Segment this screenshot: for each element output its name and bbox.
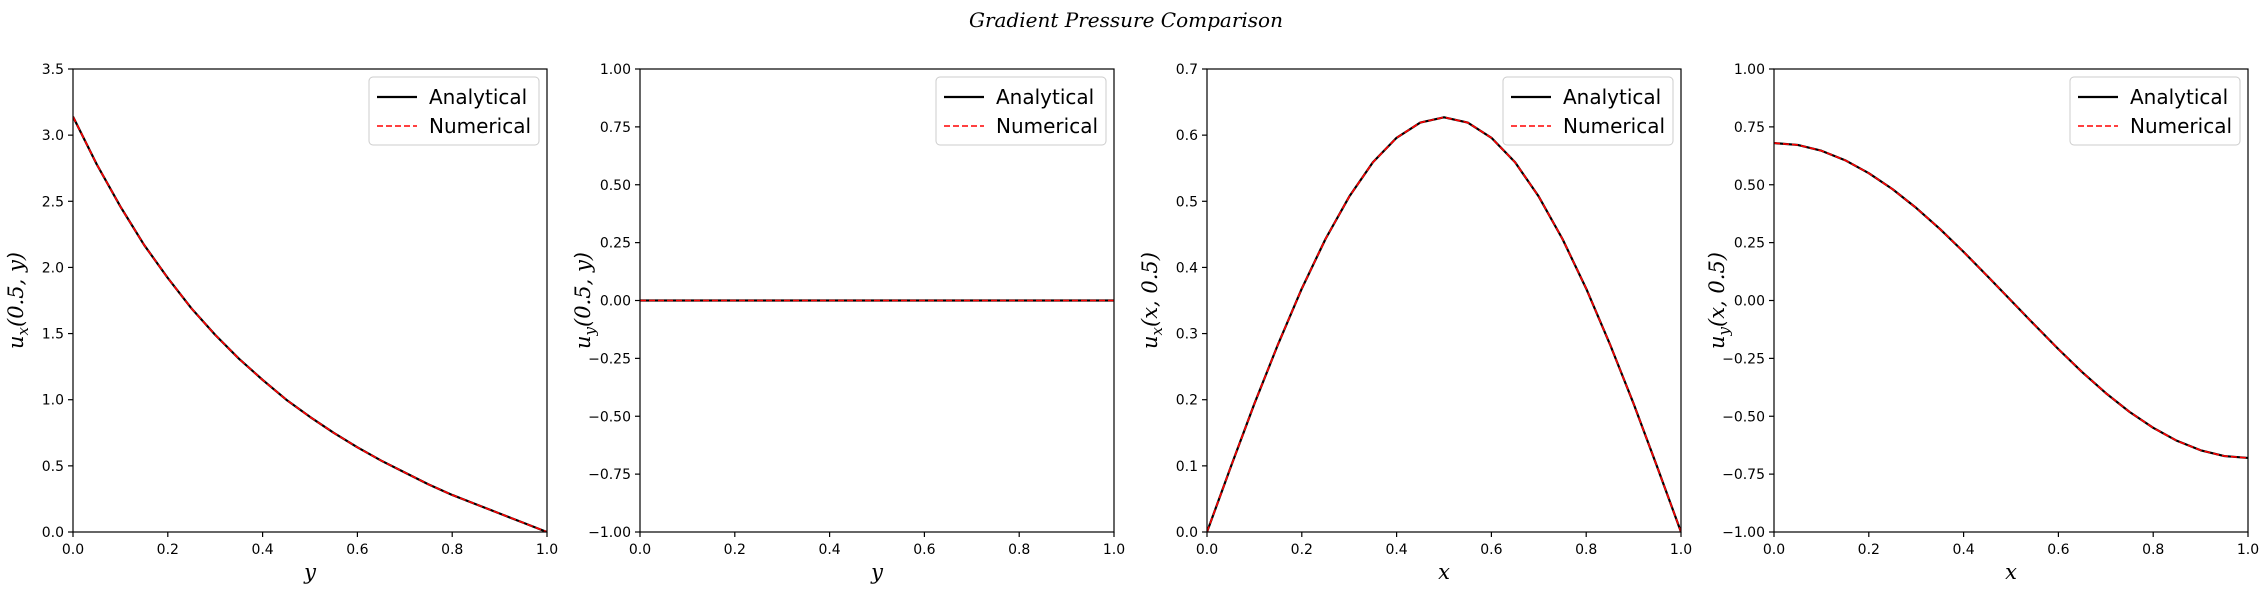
y-tick-label: 0.0	[42, 525, 64, 541]
y-tick-label: 0.00	[1734, 294, 1765, 310]
y-tick-label: −0.25	[1722, 351, 1765, 367]
legend-label-analytical: Analytical	[1563, 85, 1661, 109]
x-tick-label: 0.8	[441, 542, 463, 558]
legend: Analytical Numerical	[2069, 76, 2241, 146]
y-tick-label: 0.6	[1176, 128, 1198, 144]
y-tick-label: 0.5	[1176, 194, 1198, 210]
x-tick-label: 1.0	[2237, 542, 2259, 558]
y-tick-label: 0.5	[42, 459, 64, 475]
y-tick-label: −1.00	[1722, 525, 1765, 541]
chart-panel-4: 0.0 0.2 0.4 0.6 0.8 1.0 −1.00 −0.75 −0.50 −0.25 0.…	[1705, 62, 2259, 584]
chart-panel-2: 0.0 0.2 0.4 0.6 0.8 1.0 −1.00 −0.75 −0.50 −0.25 0.…	[571, 62, 1125, 584]
y-tick-label: 1.0	[42, 393, 64, 409]
x-tick-label: 0.8	[2142, 542, 2164, 558]
x-tick-label: 0.8	[1008, 542, 1030, 558]
chart-panel-3: 0.0 0.2 0.4 0.6 0.8 1.0 0.0 0.1 0.2 0.3 0.4 0.5 0.6 0…	[1138, 62, 1692, 584]
x-tick-label: 0.0	[1763, 542, 1785, 558]
y-tick-label: −0.50	[1722, 409, 1765, 425]
x-tick-label: 0.4	[251, 542, 273, 558]
legend-label-numerical: Numerical	[1563, 114, 1665, 138]
axes-frame	[1206, 68, 1682, 533]
axes-frame	[72, 68, 548, 533]
x-axis-label: x	[2005, 560, 2017, 584]
y-tick-label: 0.75	[600, 120, 631, 136]
y-tick-label: −0.75	[1722, 467, 1765, 483]
y-axis-label: uy(0.5, y)	[571, 252, 599, 349]
y-tick-label: 0.4	[1176, 260, 1198, 276]
x-tick-label: 0.6	[2047, 542, 2069, 558]
y-axis-label: ux(x, 0.5)	[1138, 252, 1166, 349]
x-tick-label: 0.0	[62, 542, 84, 558]
series-group	[1774, 141, 2248, 460]
y-tick-label: 2.0	[42, 260, 64, 276]
series-group	[73, 116, 547, 532]
x-tick-label: 1.0	[1103, 542, 1125, 558]
legend: Analytical Numerical	[935, 76, 1107, 146]
y-tick-label: 0.75	[1734, 120, 1765, 136]
y-tick-label: 0.25	[1734, 236, 1765, 252]
y-tick-label: −0.50	[588, 409, 631, 425]
x-tick-label: 0.4	[1952, 542, 1974, 558]
y-tick-label: −0.25	[588, 351, 631, 367]
x-tick-label: 0.2	[1291, 542, 1313, 558]
series-line-analytical	[1207, 116, 1681, 532]
series-line-numerical	[1207, 116, 1681, 532]
legend: Analytical Numerical	[1502, 76, 1674, 146]
y-tick-label: 0.25	[600, 236, 631, 252]
chart-panel-1: 0.0 0.2 0.4 0.6 0.8 1.0 0.0 0.5 1.0 1.5 2.0 2.5 3.0 3…	[4, 62, 558, 584]
y-tick-label: 1.00	[600, 62, 631, 78]
y-tick-label: 0.00	[600, 294, 631, 310]
y-tick-label: 0.50	[600, 178, 631, 194]
y-axis-label: ux(0.5, y)	[4, 252, 32, 349]
legend-label-analytical: Analytical	[429, 85, 527, 109]
y-tick-label: 0.0	[1176, 525, 1198, 541]
legend-label-numerical: Numerical	[996, 114, 1098, 138]
x-axis-label: y	[870, 560, 884, 584]
y-tick-label: 3.0	[42, 128, 64, 144]
legend-label-analytical: Analytical	[996, 85, 1094, 109]
x-tick-label: 0.2	[1858, 542, 1880, 558]
series-line-numerical	[73, 116, 547, 532]
x-tick-label: 0.8	[1575, 542, 1597, 558]
y-tick-label: −1.00	[588, 525, 631, 541]
y-tick-label: 2.5	[42, 194, 64, 210]
legend-box	[1502, 76, 1674, 146]
y-tick-label: 0.3	[1176, 327, 1198, 343]
figure-title: Gradient Pressure Comparison	[969, 8, 1283, 32]
x-tick-label: 0.2	[157, 542, 179, 558]
y-tick-label: 1.00	[1734, 62, 1765, 78]
y-tick-label: 3.5	[42, 62, 64, 78]
series-line-numerical	[1774, 142, 2248, 459]
x-tick-label: 0.2	[724, 542, 746, 558]
legend: Analytical Numerical	[368, 76, 540, 146]
legend-label-numerical: Numerical	[429, 114, 531, 138]
x-tick-label: 0.4	[1385, 542, 1407, 558]
x-tick-label: 0.6	[346, 542, 368, 558]
legend-box	[2069, 76, 2241, 146]
x-tick-label: 0.6	[1480, 542, 1502, 558]
y-tick-label: −0.75	[588, 467, 631, 483]
series-group	[1207, 116, 1681, 532]
y-tick-label: 0.50	[1734, 178, 1765, 194]
legend-label-numerical: Numerical	[2130, 114, 2232, 138]
x-axis-label: x	[1438, 560, 1450, 584]
legend-box	[935, 76, 1107, 146]
legend-label-analytical: Analytical	[2130, 85, 2228, 109]
x-tick-label: 0.0	[629, 542, 651, 558]
x-tick-label: 1.0	[1670, 542, 1692, 558]
y-tick-label: 0.2	[1176, 393, 1198, 409]
y-tick-label: 0.1	[1176, 459, 1198, 475]
x-tick-label: 1.0	[536, 542, 558, 558]
y-tick-label: 0.7	[1176, 62, 1198, 78]
y-tick-label: 1.5	[42, 327, 64, 343]
x-tick-label: 0.0	[1196, 542, 1218, 558]
x-tick-label: 0.4	[818, 542, 840, 558]
x-axis-label: y	[303, 560, 317, 584]
y-axis-label: uy(x, 0.5)	[1705, 252, 1733, 349]
series-line-analytical	[73, 116, 547, 532]
legend-box	[368, 76, 540, 146]
x-tick-label: 0.6	[913, 542, 935, 558]
